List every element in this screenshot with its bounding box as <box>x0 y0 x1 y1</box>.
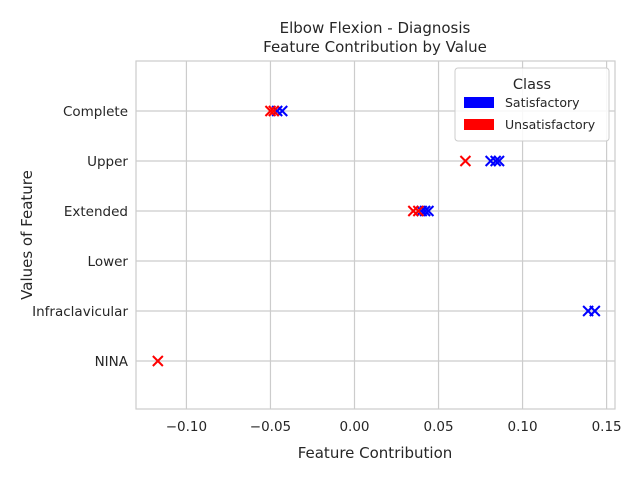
data-point-satisfactory <box>589 305 601 317</box>
data-point-satisfactory <box>422 205 435 217</box>
data-point-unsatisfactory <box>459 155 472 167</box>
y-axis-label: Values of Feature <box>18 170 36 300</box>
x-tick-label: −0.05 <box>250 419 291 435</box>
legend-title: Class <box>513 77 551 93</box>
y-tick-label: Complete <box>63 104 128 120</box>
chart-title: Elbow Flexion - Diagnosis <box>280 19 471 37</box>
y-tick-label: Upper <box>87 154 128 170</box>
x-axis-label: Feature Contribution <box>298 444 453 462</box>
x-tick-label: −0.10 <box>166 419 207 435</box>
data-point-unsatisfactory <box>412 205 425 217</box>
data-point-unsatisfactory <box>264 105 277 117</box>
data-point-satisfactory <box>276 105 288 117</box>
legend-swatch-satisfactory <box>464 97 494 108</box>
x-tick-label: 0.10 <box>508 419 538 435</box>
x-tick-label: 0.15 <box>592 419 622 435</box>
data-point-satisfactory <box>484 155 497 167</box>
legend: Class Satisfactory Unsatisfactory <box>454 67 610 142</box>
legend-label-unsatisfactory: Unsatisfactory <box>505 117 596 132</box>
data-point-unsatisfactory <box>152 355 164 367</box>
data-point-satisfactory <box>489 155 502 167</box>
x-tick-label: 0.05 <box>423 419 453 435</box>
tick-labels: −0.10 −0.05 0.00 0.05 0.10 0.15 Complete Upper E… <box>32 104 621 435</box>
y-tick-label: Lower <box>88 254 129 270</box>
y-tick-label: Extended <box>64 204 128 220</box>
legend-label-satisfactory: Satisfactory <box>505 95 580 110</box>
legend-swatch-unsatisfactory <box>464 119 494 130</box>
data-point-unsatisfactory <box>407 205 420 217</box>
y-tick-label: Infraclavicular <box>32 304 128 320</box>
data-point-satisfactory <box>493 155 505 167</box>
x-tick-label: 0.00 <box>339 419 369 435</box>
y-tick-label: NINA <box>95 354 129 370</box>
data-points <box>152 105 601 367</box>
data-point-unsatisfactory <box>268 105 280 117</box>
plot-frame <box>135 60 616 410</box>
chart-subtitle: Feature Contribution by Value <box>263 38 487 56</box>
